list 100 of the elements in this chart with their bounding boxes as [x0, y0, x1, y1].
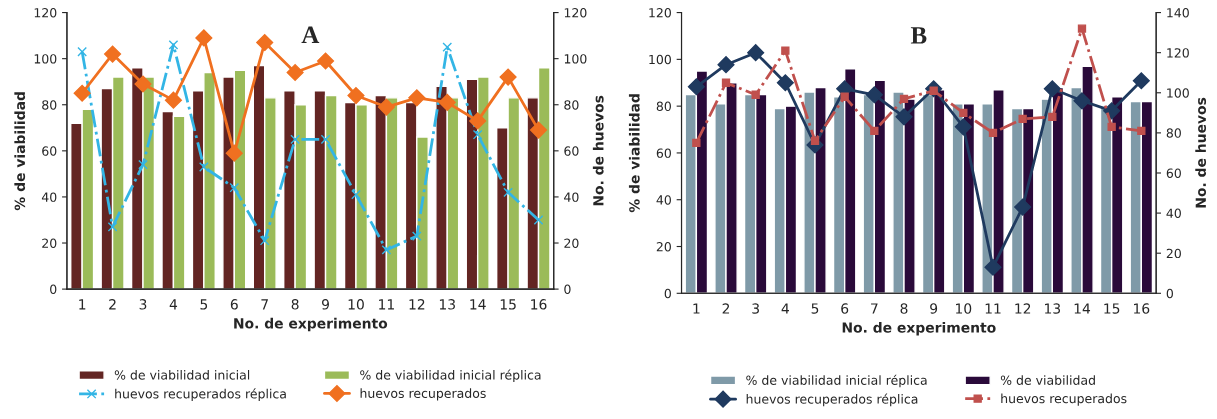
- point: [195, 29, 213, 47]
- point: [751, 90, 760, 99]
- y-tick-label: 80: [656, 101, 671, 112]
- y2-tick-label: 20: [1166, 248, 1181, 259]
- point: [865, 86, 883, 104]
- point: [747, 44, 765, 62]
- point: [1018, 114, 1027, 124]
- y2-axis-title: No. de huevos: [1195, 97, 1207, 208]
- point: [104, 45, 122, 63]
- point: [1077, 24, 1087, 33]
- y2-tick-label: 80: [1166, 128, 1181, 138]
- point: [164, 91, 182, 109]
- point: [533, 215, 544, 225]
- y2-tick-label: 120: [564, 8, 587, 18]
- y-tick-label: 20: [42, 238, 57, 248]
- point: [959, 108, 968, 117]
- x-tick-label: 2: [109, 299, 116, 310]
- point: [840, 92, 849, 101]
- point: [347, 86, 365, 105]
- point: [692, 138, 701, 148]
- y-axis-title: % de viabilidad: [628, 94, 640, 213]
- point: [469, 112, 487, 130]
- point: [1103, 102, 1121, 120]
- point: [229, 182, 240, 193]
- y-tick-label: 60: [656, 148, 671, 158]
- y2-tick-label: 100: [564, 54, 587, 64]
- y-tick-label: 0: [664, 288, 671, 299]
- point: [1073, 92, 1091, 110]
- chart-title: A: [301, 26, 320, 43]
- point: [984, 258, 1002, 276]
- point: [721, 78, 731, 87]
- y2-tick-label: 80: [564, 100, 579, 110]
- point: [286, 63, 304, 82]
- x-tick-label: 11: [379, 299, 394, 310]
- point: [377, 98, 395, 116]
- y2-tick-label: 140: [1167, 8, 1189, 18]
- point: [77, 46, 88, 57]
- point: [499, 68, 517, 86]
- point: [442, 42, 453, 52]
- x-tick-label: 7: [871, 303, 878, 314]
- point: [256, 33, 274, 52]
- y-tick-label: 60: [42, 146, 57, 156]
- point: [316, 52, 335, 70]
- point: [781, 46, 790, 55]
- x-tick-label: 16: [531, 299, 547, 310]
- y2-tick-label: 0: [1166, 288, 1173, 299]
- x-tick-label: 4: [169, 299, 178, 310]
- x-tick-label: 3: [139, 299, 147, 310]
- x-tick-label: 8: [291, 299, 299, 310]
- y-tick-label: 40: [41, 192, 57, 202]
- legend-label: huevos recuperados réplica: [115, 388, 286, 401]
- point: [1043, 80, 1061, 98]
- x-tick-label: 9: [322, 299, 329, 310]
- point: [411, 231, 422, 241]
- y-tick-label: 20: [656, 241, 671, 252]
- point: [895, 108, 913, 126]
- point: [351, 189, 361, 200]
- point: [225, 144, 243, 162]
- y2-tick-label: 20: [564, 238, 579, 248]
- x-axis-title: No. de experimento: [234, 317, 388, 332]
- x-tick-label: 5: [811, 303, 819, 314]
- point: [438, 93, 456, 111]
- x-tick-label: 2: [722, 303, 730, 314]
- x-tick-label: 13: [439, 299, 455, 310]
- x-tick-label: 6: [230, 299, 238, 310]
- y-tick-label: 120: [34, 8, 57, 18]
- x-tick-label: 15: [1104, 303, 1120, 314]
- point: [954, 118, 972, 136]
- y-tick-label: 40: [656, 195, 671, 205]
- y2-tick-label: 60: [1166, 168, 1181, 178]
- point: [138, 159, 148, 170]
- x-tick-label: 14: [1074, 303, 1091, 314]
- x-tick-label: 10: [348, 299, 364, 310]
- point: [107, 222, 118, 232]
- legend-label: % de viabilidad: [1000, 375, 1095, 385]
- point: [259, 235, 270, 246]
- y2-tick-label: 100: [1167, 88, 1189, 98]
- x-tick-label: 11: [985, 303, 1001, 314]
- x-axis-title: No. de experimento: [842, 322, 996, 336]
- x-tick-label: 12: [409, 299, 425, 310]
- y-tick-label: 100: [649, 54, 671, 65]
- x-tick-label: 1: [693, 303, 700, 314]
- y-axis-title: % de viabilidad: [14, 92, 26, 211]
- y2-axis-title: No. de huevos: [592, 95, 604, 206]
- x-tick-label: 6: [841, 303, 849, 314]
- point: [168, 39, 179, 50]
- y2-tick-label: 40: [564, 192, 579, 202]
- point: [320, 134, 331, 145]
- y2-tick-label: 60: [564, 146, 579, 156]
- x-tick-label: 10: [956, 303, 972, 314]
- point: [1137, 126, 1146, 136]
- point: [134, 75, 152, 93]
- x-tick-label: 14: [470, 299, 486, 310]
- x-tick-label: 4: [781, 303, 789, 314]
- x-tick-label: 12: [1015, 303, 1031, 314]
- legend-label: % de viabilidad inicial: [114, 369, 250, 380]
- point: [717, 56, 735, 74]
- point: [776, 74, 794, 92]
- legend-label: % de viabilidad inicial réplica: [746, 374, 927, 388]
- point: [1048, 112, 1057, 122]
